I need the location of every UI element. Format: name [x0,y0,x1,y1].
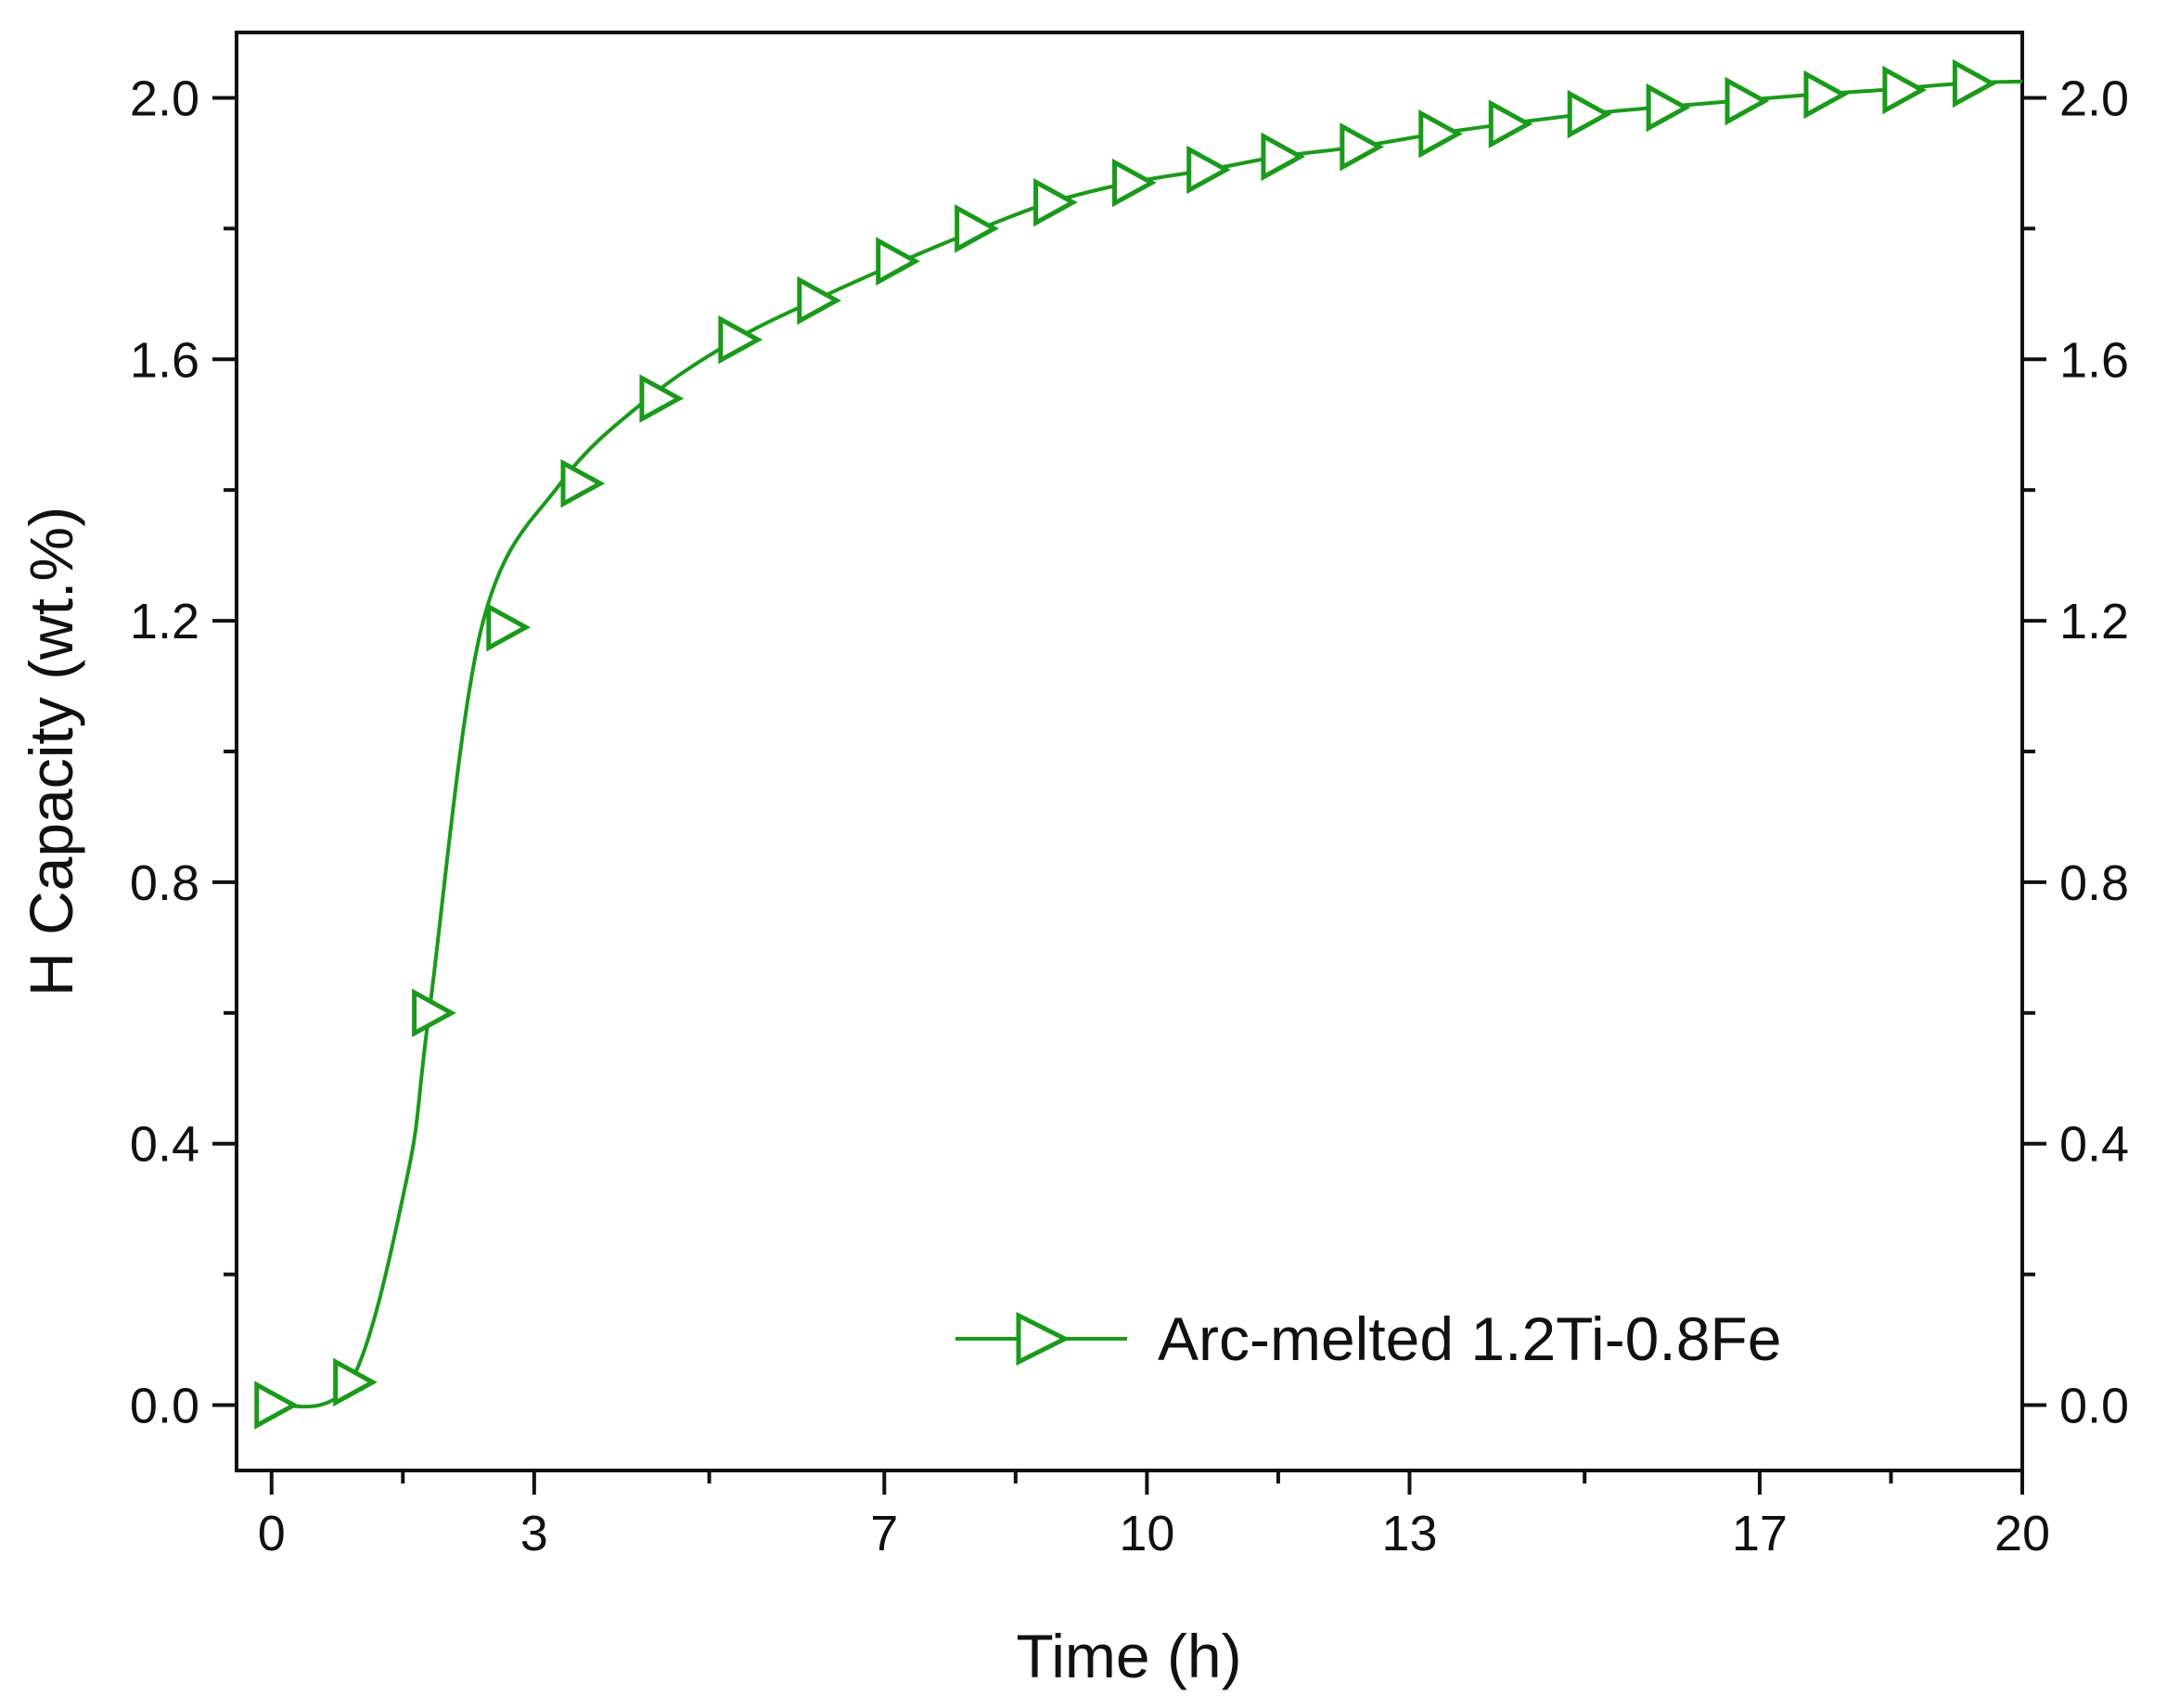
data-point-marker [486,602,531,652]
y-axis-title: H Capacity (wt.%) [17,507,85,996]
data-point-marker [639,374,685,423]
x-tick-label: 17 [1732,1506,1788,1561]
data-point-marker [955,204,999,253]
data-point-marker [333,1357,378,1407]
data-point-marker [876,237,920,286]
y-tick-label-right: 1.2 [2059,594,2129,649]
y-tick-label-right: 0.0 [2059,1379,2129,1434]
data-point-marker [1261,132,1306,182]
data-point-marker [718,315,763,365]
x-tick-label: 10 [1119,1506,1174,1561]
x-tick-label: 13 [1381,1506,1437,1561]
legend-label: Arc-melted 1.2Ti-0.8Fe [1158,1304,1781,1373]
data-point-marker [1488,99,1533,148]
axis-tick-labels: 0 3 7 10 13 17 20 0.0 0.0 0.4 0.4 0.8 0.8 1.2 1.2 1.6 1.… [130,71,2129,1561]
data-point-marker [254,1381,299,1430]
data-point-marker [1418,109,1463,159]
x-tick-label: 3 [520,1506,548,1561]
y-tick-label-left: 0.0 [130,1379,199,1434]
series-markers [254,58,1997,1430]
legend-marker-icon [1016,1311,1071,1367]
y-tick-label-right: 1.6 [2059,332,2129,388]
data-point-marker [1952,58,1997,109]
data-point-marker [1340,122,1385,172]
y-tick-label-right: 0.4 [2059,1117,2129,1173]
y-tick-label-left: 0.8 [130,855,199,911]
data-point-marker [1567,89,1612,139]
data-point-marker [1646,83,1691,133]
y-tick-label-left: 2.0 [130,71,199,126]
data-point-marker [797,276,841,326]
x-tick-label: 20 [1994,1506,2050,1561]
data-point-marker [1882,65,1928,115]
x-axis-title: Time (h) [1016,1622,1241,1690]
data-point-marker [1803,70,1849,120]
data-point-marker [1033,177,1078,227]
data-point-marker [1112,158,1157,208]
y-tick-label-right: 2.0 [2059,71,2129,126]
axis-ticks [212,96,2046,1495]
y-tick-label-left: 1.6 [130,332,199,388]
y-tick-label-left: 0.4 [130,1117,199,1173]
data-point-marker [560,458,606,508]
data-point-marker [1186,145,1231,195]
x-tick-label: 7 [870,1506,898,1561]
data-point-marker [412,988,456,1038]
series-line [271,79,2023,1409]
y-tick-label-right: 0.8 [2059,855,2129,911]
data-point-marker [1725,76,1770,126]
y-tick-label-left: 1.2 [130,594,199,649]
x-tick-label: 0 [258,1506,286,1561]
legend: Arc-melted 1.2Ti-0.8Fe [955,1304,1781,1373]
